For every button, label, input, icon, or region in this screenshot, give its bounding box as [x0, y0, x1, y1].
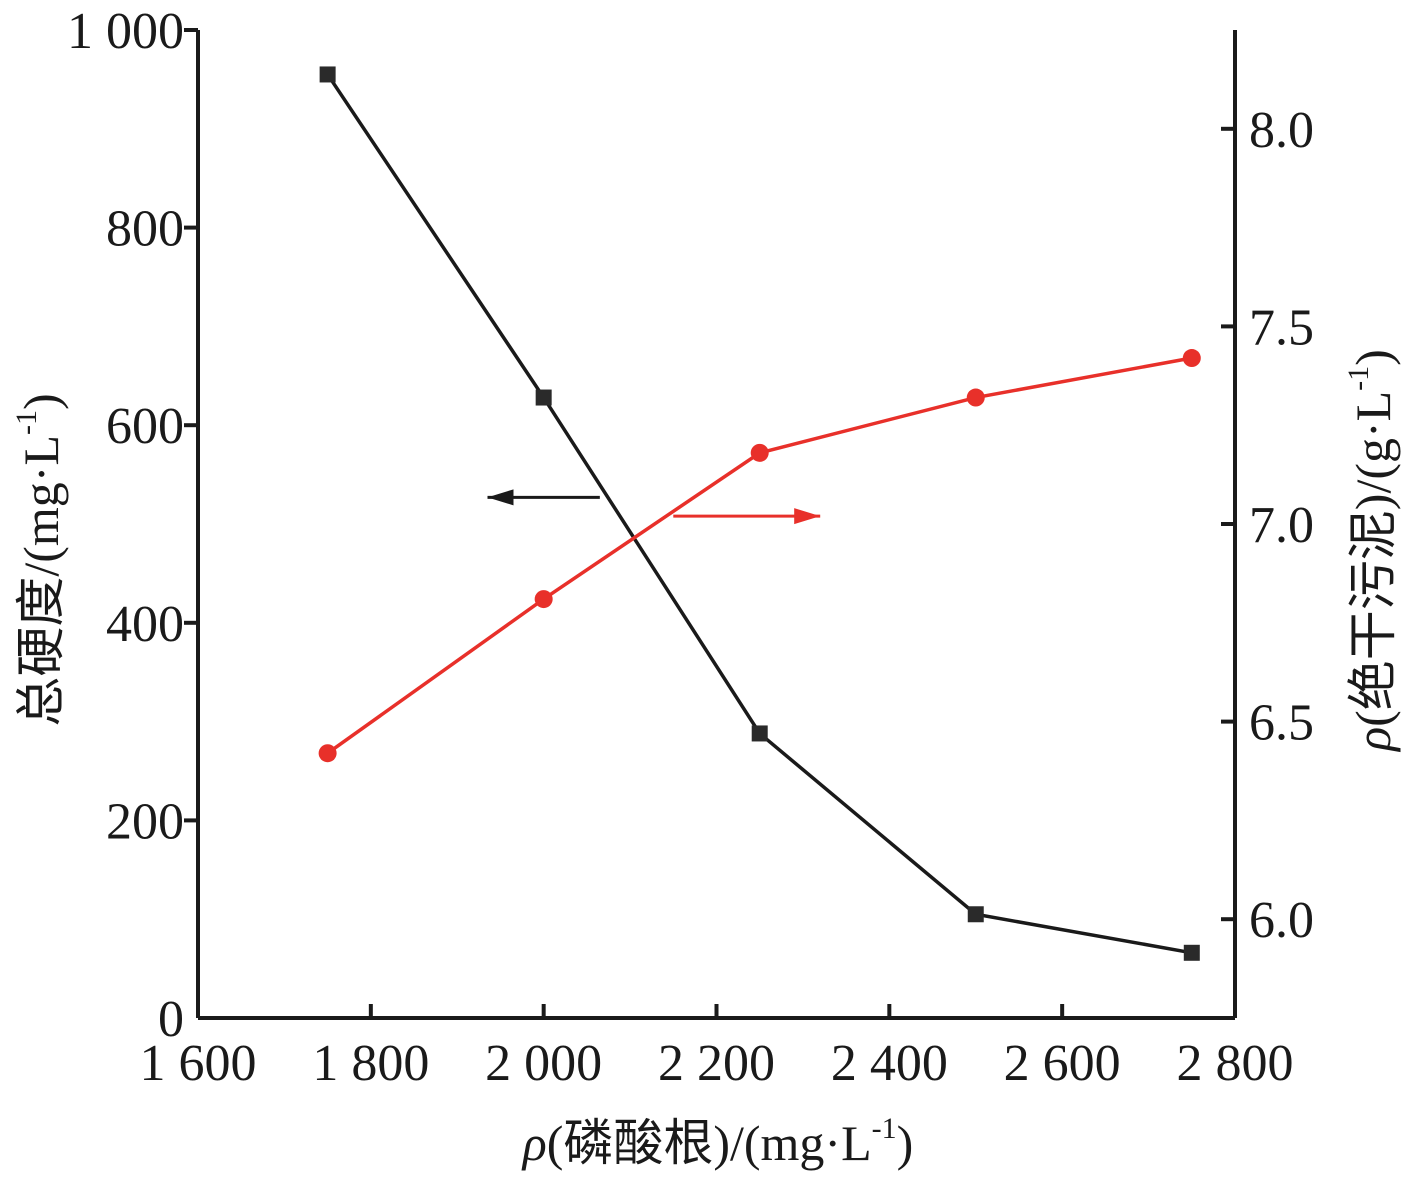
- series-2-point: [1182, 349, 1201, 368]
- axes-layer: 1 600 1 800 2 000 2 200 2 400 2 600 2 800 0 200 4…: [67, 3, 1314, 1092]
- series-1-point: [751, 725, 768, 742]
- series-2-point: [966, 388, 985, 407]
- y-right-tick-label: 6.0: [1249, 892, 1314, 949]
- x-axis-title-sup: -1: [872, 1112, 897, 1145]
- x-tick-label: 2 800: [1177, 1035, 1294, 1092]
- y-left-axis-title: 总硬度/(mg·L-1): [10, 393, 69, 726]
- y-right-axis-title: ρ(绝干污泥)/(g·L-1): [1342, 349, 1401, 753]
- x-tick-label: 2 400: [831, 1035, 948, 1092]
- series-2-line: [326, 356, 1193, 755]
- series-1-point: [319, 66, 336, 83]
- x-tick-label: 2 000: [485, 1035, 602, 1092]
- y-right-tick-label: 7.5: [1249, 299, 1314, 356]
- arrow-to-right-axis-head: [794, 508, 821, 525]
- y-right-axis-title-symbol: ρ: [1345, 727, 1401, 753]
- series-1-point: [535, 389, 552, 406]
- x-tick-label: 2 600: [1004, 1035, 1121, 1092]
- y-left-tick-label: 800: [106, 201, 184, 258]
- y-right-tick-label: 8.0: [1249, 102, 1314, 159]
- series-1-point: [967, 906, 984, 923]
- y-left-tick-label: 0: [158, 991, 184, 1048]
- x-tick-label: 1 800: [312, 1035, 429, 1092]
- y-right-axis-title-close: ): [1345, 349, 1401, 366]
- y-right-axis-title-sup: -1: [1342, 366, 1375, 391]
- y-right-tick-label: 7.0: [1249, 497, 1314, 554]
- label-layer: ρ(磷酸根)/(mg·L-1) 总硬度/(mg·L-1) ρ(绝干污泥)/(g·…: [10, 349, 1401, 1171]
- arrow-to-left-axis-head: [487, 489, 514, 506]
- y-left-tick-label: 400: [106, 596, 184, 653]
- x-axis-title-symbol: ρ: [521, 1115, 547, 1171]
- series-1-point: [1183, 944, 1200, 961]
- series-2-point: [534, 590, 553, 609]
- x-tick-label: 1 600: [140, 1035, 257, 1092]
- x-axis-title: ρ(磷酸根)/(mg·L-1): [521, 1112, 914, 1171]
- series-layer: [318, 66, 1201, 961]
- series-1-line: [326, 73, 1193, 955]
- x-tick-label: 2 200: [658, 1035, 775, 1092]
- y-left-tick-label: 600: [106, 398, 184, 455]
- y-right-tick-label: 6.5: [1249, 695, 1314, 752]
- x-axis-title-text: (磷酸根)/(mg·L: [547, 1115, 872, 1171]
- annotation-layer: [487, 489, 821, 525]
- x-axis-title-close: ): [897, 1115, 914, 1171]
- y-right-axis-title-text: (绝干污泥)/(g·L: [1345, 391, 1401, 727]
- series-2-point: [750, 443, 769, 462]
- y-left-axis-title-close: ): [13, 393, 69, 410]
- y-left-axis-title-sup: -1: [10, 410, 43, 435]
- y-left-tick-label: 200: [106, 793, 184, 850]
- series-2-point: [318, 744, 337, 763]
- y-left-tick-label: 1 000: [67, 3, 184, 60]
- y-left-axis-title-text: 总硬度/(mg·L: [13, 435, 69, 727]
